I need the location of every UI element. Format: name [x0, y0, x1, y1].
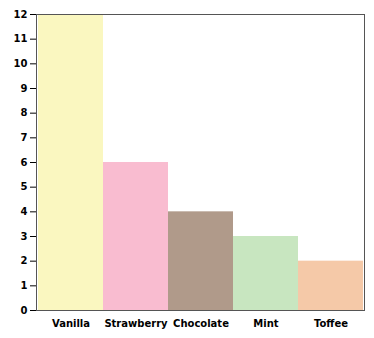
svg-text:8: 8 — [21, 107, 28, 118]
svg-text:Strawberry: Strawberry — [104, 318, 168, 329]
svg-text:2: 2 — [21, 255, 28, 266]
svg-text:12: 12 — [14, 9, 28, 20]
svg-text:Toffee: Toffee — [314, 318, 348, 329]
svg-text:5: 5 — [21, 181, 28, 192]
svg-text:Vanilla: Vanilla — [52, 318, 90, 329]
svg-text:11: 11 — [14, 33, 28, 44]
svg-text:Mint: Mint — [253, 318, 278, 329]
svg-text:4: 4 — [21, 206, 28, 217]
svg-text:3: 3 — [21, 231, 28, 242]
svg-text:Chocolate: Chocolate — [173, 318, 229, 329]
svg-text:6: 6 — [21, 157, 28, 168]
svg-text:1: 1 — [21, 280, 28, 291]
svg-text:7: 7 — [21, 132, 28, 143]
svg-text:9: 9 — [21, 83, 28, 94]
svg-text:10: 10 — [14, 58, 28, 69]
svg-text:0: 0 — [21, 305, 28, 316]
